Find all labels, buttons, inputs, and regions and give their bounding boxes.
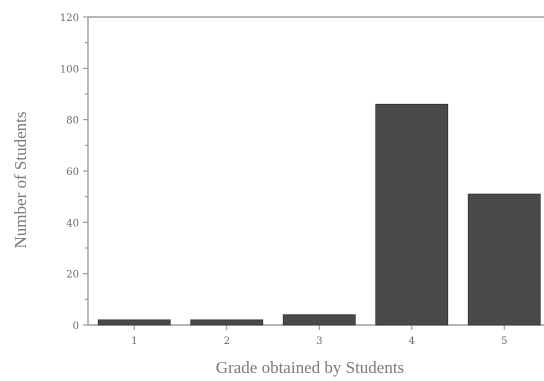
y-tick-label: 20 bbox=[66, 270, 79, 281]
bar bbox=[97, 319, 171, 326]
bar bbox=[190, 319, 264, 326]
x-tick-label: 2 bbox=[224, 336, 230, 347]
x-tick-label: 1 bbox=[131, 336, 137, 347]
bar bbox=[282, 314, 356, 326]
bar bbox=[467, 193, 541, 326]
x-tick-label: 3 bbox=[316, 336, 322, 347]
x-tick-labels: 1 2 3 4 5 bbox=[131, 336, 507, 347]
chart-bars bbox=[97, 103, 541, 326]
x-tick-label: 5 bbox=[501, 336, 507, 347]
y-tick-labels: 0 20 40 60 80 100 120 bbox=[60, 13, 79, 332]
bar bbox=[375, 103, 449, 326]
y-tick-label: 80 bbox=[66, 116, 79, 127]
y-tick-label: 0 bbox=[73, 321, 79, 332]
y-tick-label: 120 bbox=[60, 13, 79, 24]
y-tick-label: 100 bbox=[60, 64, 79, 75]
y-tick-label: 40 bbox=[66, 218, 79, 229]
x-tick-label: 4 bbox=[409, 336, 415, 347]
y-axis-title: Number of Students bbox=[11, 112, 30, 249]
x-axis-title: Grade obtained by Students bbox=[216, 358, 404, 377]
y-tick-label: 60 bbox=[66, 167, 79, 178]
